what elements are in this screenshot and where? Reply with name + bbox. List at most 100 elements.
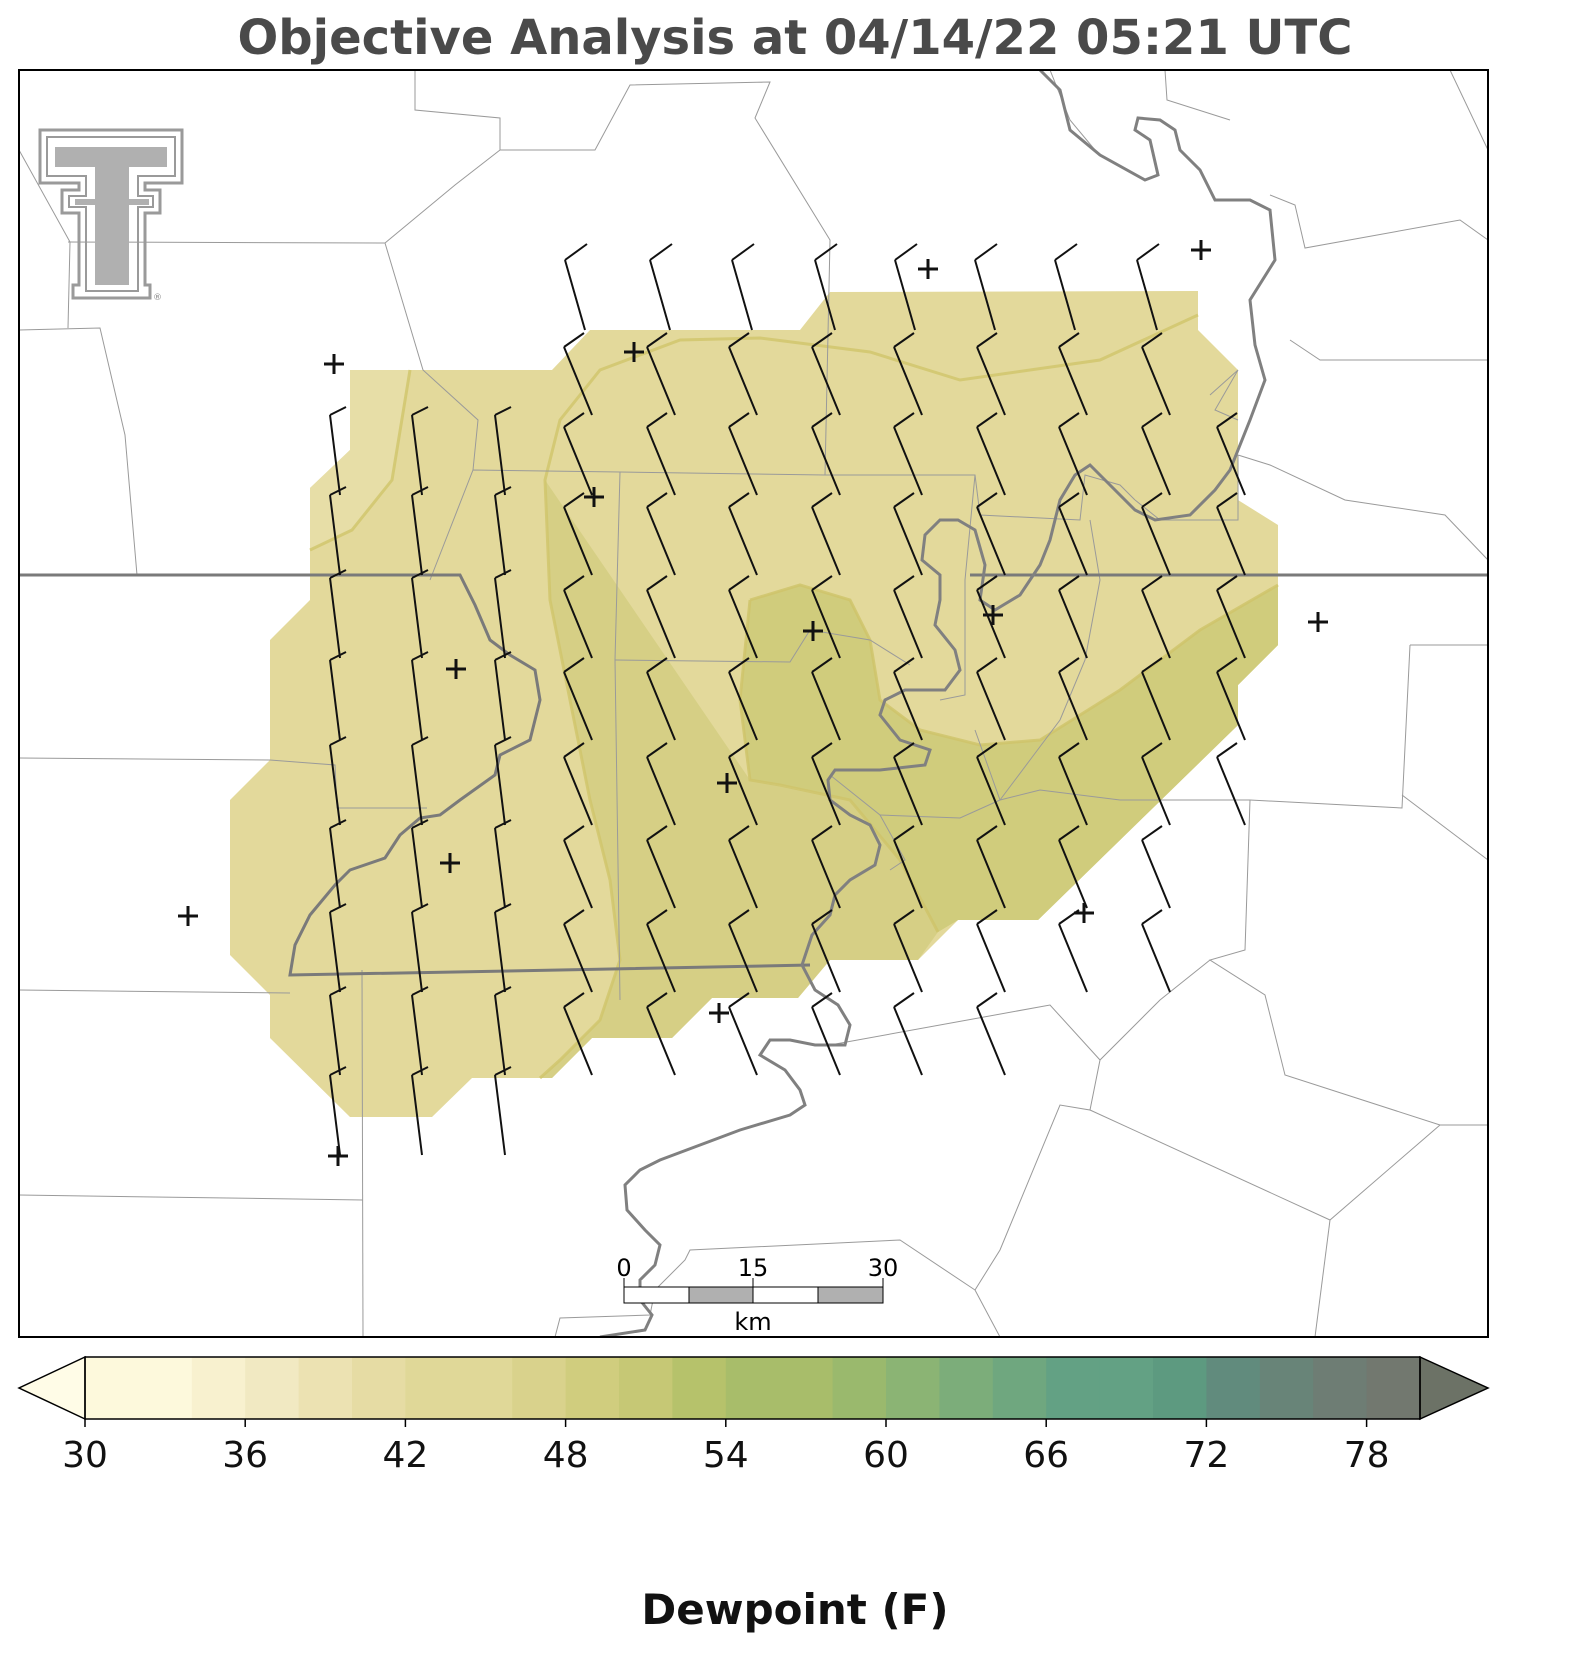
wind-barb	[563, 909, 593, 993]
colorbar-label: Dewpoint (F)	[641, 1585, 949, 1634]
wind-barb	[1141, 825, 1171, 909]
wind-barb	[563, 992, 593, 1076]
wind-barb	[329, 486, 347, 576]
colorbar-tick-label: 66	[1023, 1435, 1069, 1476]
wind-barb	[1058, 742, 1088, 826]
wind-barb	[976, 492, 1006, 576]
wind-barb	[1141, 412, 1171, 496]
station-marker	[1191, 240, 1211, 260]
wind-barbs	[329, 243, 1246, 1156]
colorbar-segment	[779, 1357, 834, 1419]
wind-barb	[564, 243, 588, 331]
colorbar-tick-label: 72	[1183, 1435, 1229, 1476]
wind-barb	[1058, 332, 1088, 416]
wind-barb	[893, 992, 923, 1076]
colorbar-segment	[245, 1357, 300, 1419]
wind-barb	[563, 412, 593, 496]
wind-barb	[649, 243, 673, 331]
wind-barb	[411, 569, 429, 659]
map-frame	[18, 69, 1489, 1338]
wind-barb	[1141, 492, 1171, 576]
scale-bar: 0 15 30 km	[616, 1254, 898, 1336]
wind-barb	[811, 332, 841, 416]
wind-barb	[1058, 657, 1088, 741]
wind-barb	[646, 575, 676, 659]
wind-barb	[494, 903, 512, 993]
wind-barb	[731, 243, 755, 331]
wind-barb	[329, 819, 347, 909]
wind-barb	[976, 332, 1006, 416]
scale-unit: km	[734, 1308, 771, 1336]
wind-barb	[494, 986, 512, 1076]
wind-barb	[329, 1066, 347, 1156]
wind-barb	[563, 492, 593, 576]
wind-barb	[728, 992, 758, 1076]
colorbar-segment	[352, 1357, 406, 1419]
county-boundaries	[19, 70, 1488, 1337]
wind-barb	[1054, 243, 1078, 331]
station-marker	[178, 906, 198, 926]
colorbar-segment	[405, 1357, 460, 1419]
wind-barb	[411, 819, 429, 909]
wind-barb	[1216, 575, 1246, 659]
dewpoint-fill-40	[310, 370, 410, 550]
wind-barb	[1141, 657, 1171, 741]
wind-barb	[329, 903, 347, 993]
colorbar-segment	[992, 1357, 1047, 1419]
wind-barb	[1141, 742, 1171, 826]
colorbar-segment	[512, 1357, 567, 1419]
wind-barb	[811, 742, 841, 826]
wind-barb	[894, 243, 918, 331]
wind-barb	[811, 825, 841, 909]
colorbar-tick-label: 36	[222, 1435, 268, 1476]
wind-barb	[329, 406, 347, 496]
colorbar-segment	[191, 1357, 246, 1419]
scale-label-0: 0	[616, 1254, 631, 1282]
station-marker	[624, 342, 644, 362]
station-marker	[328, 1146, 348, 1166]
colorbar-segment	[1206, 1357, 1261, 1419]
station-marker	[918, 259, 938, 279]
wind-barb	[563, 825, 593, 909]
station-marker	[1074, 903, 1094, 923]
colorbar-segment	[1313, 1357, 1368, 1419]
wind-barb	[411, 1066, 429, 1156]
wind-barb	[411, 986, 429, 1076]
station-markers	[178, 240, 1328, 1166]
colorbar-tick-label: 54	[703, 1435, 749, 1476]
wind-barb	[1058, 825, 1088, 909]
wind-barb	[728, 412, 758, 496]
wind-barb	[646, 992, 676, 1076]
wind-barb	[646, 909, 676, 993]
wind-barb	[976, 909, 1006, 993]
wind-barb	[1216, 412, 1246, 496]
colorbar-under-arrow	[17, 1355, 86, 1421]
wind-barb	[976, 412, 1006, 496]
wind-barb	[411, 406, 429, 496]
state-boundaries	[19, 573, 1488, 977]
wind-barb	[811, 992, 841, 1076]
wind-barb	[728, 825, 758, 909]
colorbar-segment	[1259, 1357, 1314, 1419]
dewpoint-fill-44b	[540, 320, 1278, 1078]
wind-barb	[893, 412, 923, 496]
station-marker	[803, 621, 823, 641]
wind-barb	[728, 332, 758, 416]
wind-barb	[811, 909, 841, 993]
wind-barb	[494, 651, 512, 741]
wind-barb	[563, 575, 593, 659]
station-marker	[584, 487, 604, 507]
wind-barb	[893, 909, 923, 993]
station-marker	[324, 354, 344, 374]
colorbar-tick-label: 30	[62, 1435, 108, 1476]
colorbar-over-arrow	[1419, 1355, 1490, 1421]
wind-barb	[893, 742, 923, 826]
wind-barb	[1216, 742, 1246, 826]
wind-barb	[893, 825, 923, 909]
wind-barb	[494, 736, 512, 826]
wind-barb	[411, 651, 429, 741]
wind-barb	[494, 569, 512, 659]
wind-barb	[974, 243, 998, 331]
colorbar-segment	[672, 1357, 727, 1419]
